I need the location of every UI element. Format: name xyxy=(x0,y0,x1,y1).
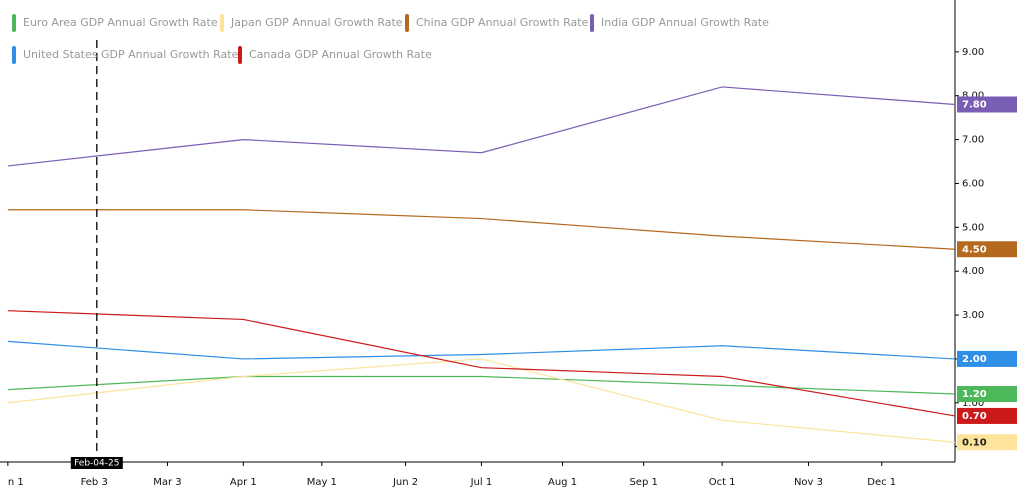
series-line xyxy=(7,209,956,250)
value-label: 7.80 xyxy=(962,100,987,111)
x-tick-label: May 1 xyxy=(307,477,337,488)
x-tick-label: Sep 1 xyxy=(629,477,657,488)
crosshair-label-bg xyxy=(70,457,123,469)
crosshair-label: Feb-04-25 xyxy=(74,459,119,469)
y-tick-label: 8.00 xyxy=(962,91,984,102)
x-tick-label: Dec 1 xyxy=(867,477,896,488)
legend-label[interactable]: India GDP Annual Growth Rate xyxy=(601,16,769,29)
value-badge xyxy=(957,96,1017,113)
value-badge xyxy=(957,241,1017,258)
series-line xyxy=(7,358,956,443)
value-label: 2.00 xyxy=(962,354,987,365)
legend-label[interactable]: United States GDP Annual Growth Rate xyxy=(23,48,239,61)
value-badge xyxy=(957,386,1017,403)
value-label: 4.50 xyxy=(962,244,987,255)
legend-label[interactable]: Euro Area GDP Annual Growth Rate xyxy=(23,16,218,29)
legend-swatch xyxy=(405,14,409,32)
legend-swatch xyxy=(12,46,16,64)
value-badge xyxy=(957,407,1017,424)
value-badge xyxy=(957,434,1017,451)
y-tick-label: 3.00 xyxy=(962,310,984,321)
x-tick-label: Jun 2 xyxy=(392,477,418,488)
legend-swatch xyxy=(590,14,594,32)
y-tick-label: 5.00 xyxy=(962,222,984,233)
y-tick-label: 1.00 xyxy=(962,398,984,409)
x-tick-label: Feb 3 xyxy=(81,477,108,488)
series-line xyxy=(7,340,956,360)
y-tick-label: 9.00 xyxy=(962,47,984,58)
x-tick-label: Aug 1 xyxy=(548,477,577,488)
x-tick-label: Oct 1 xyxy=(709,477,736,488)
y-tick-label: 4.00 xyxy=(962,266,984,277)
series-line xyxy=(7,375,956,395)
legend-label[interactable]: China GDP Annual Growth Rate xyxy=(416,16,589,29)
x-tick-label: Jul 1 xyxy=(470,477,493,488)
legend-label[interactable]: Canada GDP Annual Growth Rate xyxy=(249,48,432,61)
series-line xyxy=(7,310,956,417)
series-line xyxy=(7,86,956,167)
x-tick-label: n 1 xyxy=(8,477,24,488)
legend-label[interactable]: Japan GDP Annual Growth Rate xyxy=(230,16,403,29)
x-tick-label: Nov 3 xyxy=(794,477,823,488)
legend-swatch xyxy=(220,14,224,32)
value-label: 1.20 xyxy=(962,389,987,400)
y-tick-label: 6.00 xyxy=(962,178,984,189)
y-tick-label: 7.00 xyxy=(962,135,984,146)
legend-swatch xyxy=(238,46,242,64)
value-label: 0.10 xyxy=(962,437,987,448)
legend-swatch xyxy=(12,14,16,32)
x-tick-label: Apr 1 xyxy=(230,477,257,488)
x-tick-label: Mar 3 xyxy=(153,477,181,488)
legend: Euro Area GDP Annual Growth Rate Japan GD… xyxy=(12,14,769,64)
value-label: 0.70 xyxy=(962,411,987,422)
value-badge xyxy=(957,350,1017,367)
